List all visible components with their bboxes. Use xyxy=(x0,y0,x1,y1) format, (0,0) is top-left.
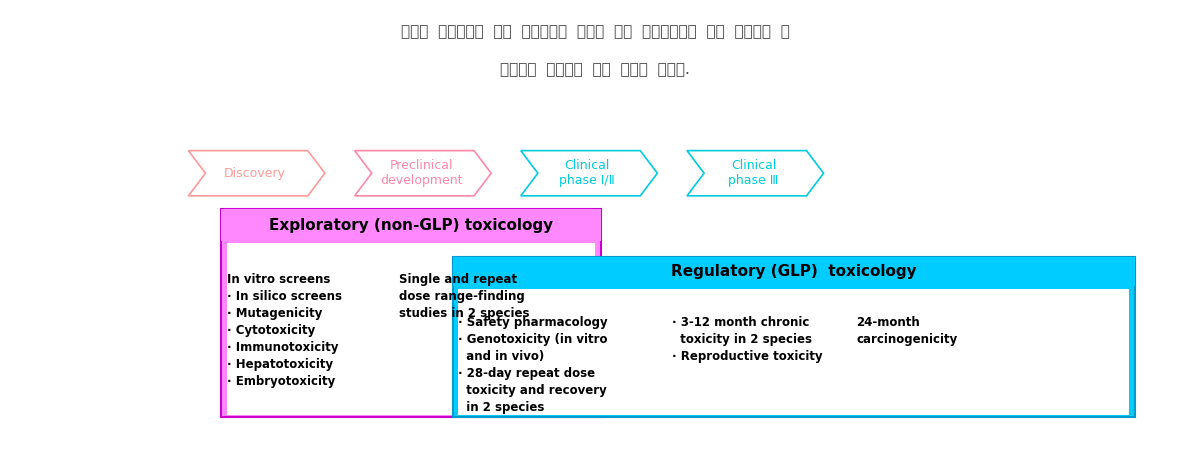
Text: Single and repeat
dose range-finding
studies in 2 species: Single and repeat dose range-finding stu… xyxy=(399,273,530,320)
Text: Clinical
phase Ⅰ/Ⅱ: Clinical phase Ⅰ/Ⅱ xyxy=(559,159,615,187)
Text: · 3-12 month chronic
  toxicity in 2 species
· Reproductive toxicity: · 3-12 month chronic toxicity in 2 speci… xyxy=(672,316,822,363)
FancyBboxPatch shape xyxy=(458,288,1129,415)
Text: Preclinical
development: Preclinical development xyxy=(380,159,463,187)
Text: Discovery: Discovery xyxy=(224,167,286,180)
Text: In vitro screens
· In silico screens
· Mutagenicity
· Cytotoxicity
· Immunotoxic: In vitro screens · In silico screens · M… xyxy=(227,273,342,388)
Text: Exploratory (non-GLP) toxicology: Exploratory (non-GLP) toxicology xyxy=(269,218,553,233)
FancyBboxPatch shape xyxy=(452,257,1135,286)
Text: · Safety pharmacology
· Genotoxicity (in vitro
  and in vivo)
· 28-day repeat do: · Safety pharmacology · Genotoxicity (in… xyxy=(458,316,608,414)
FancyBboxPatch shape xyxy=(452,257,1135,417)
Text: Clinical
phase Ⅲ: Clinical phase Ⅲ xyxy=(728,159,778,187)
Text: Regulatory (GLP)  toxicology: Regulatory (GLP) toxicology xyxy=(671,264,916,279)
Text: 용되는  예상기간에  따라  투여기간이  다름에  따라  개발단계별로  우선  요구되는  독: 용되는 예상기간에 따라 투여기간이 다름에 따라 개발단계별로 우선 요구되는… xyxy=(401,24,789,39)
Text: 성시험을  수행하는  것이  주요한  관건임.: 성시험을 수행하는 것이 주요한 관건임. xyxy=(500,62,690,77)
FancyBboxPatch shape xyxy=(221,209,601,241)
FancyBboxPatch shape xyxy=(227,243,595,415)
FancyBboxPatch shape xyxy=(221,209,601,417)
Text: 24-month
carcinogenicity: 24-month carcinogenicity xyxy=(856,316,958,346)
